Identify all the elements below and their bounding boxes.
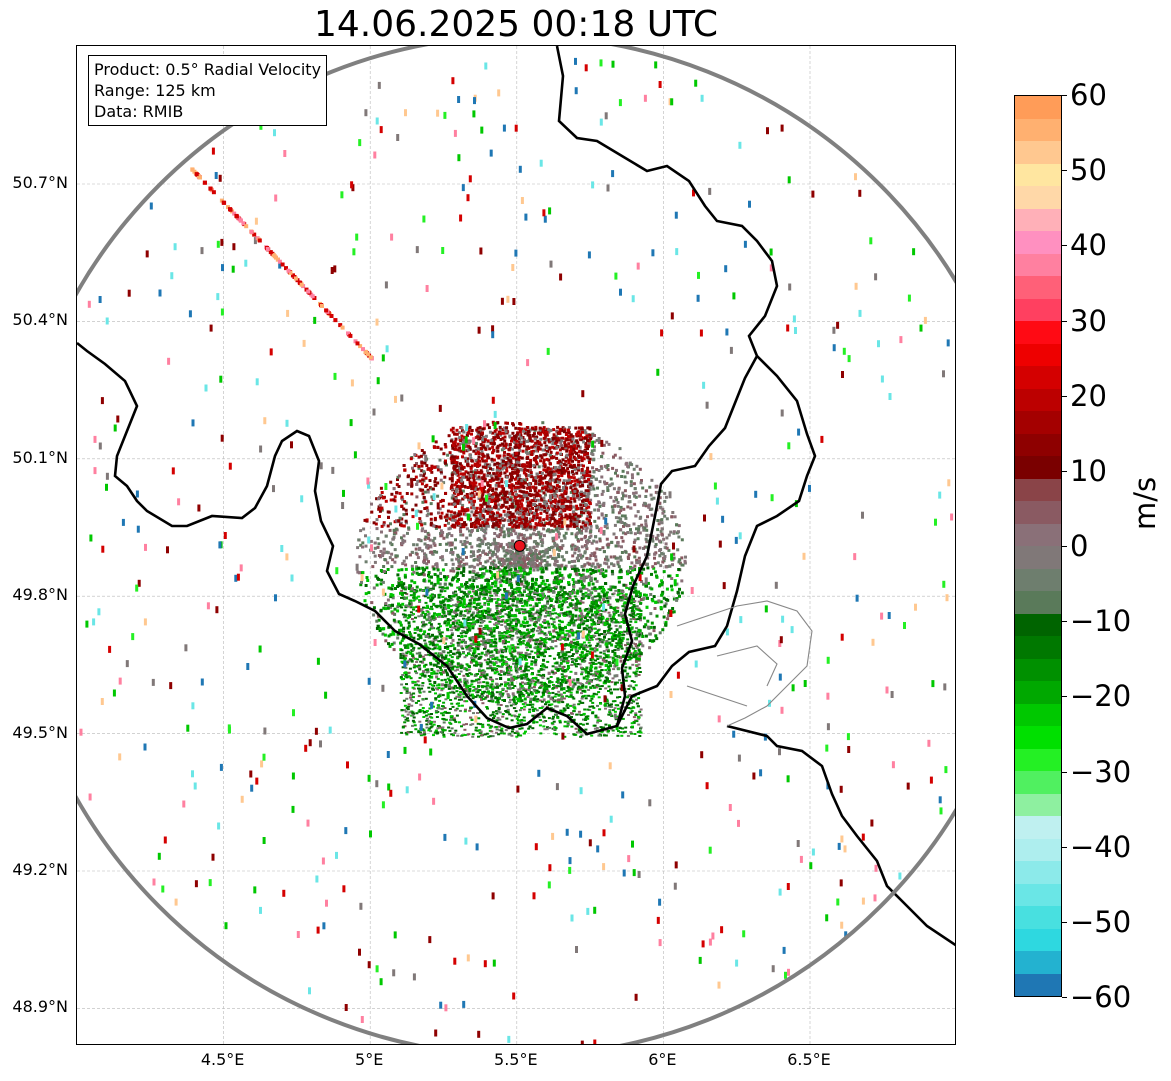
colorbar-segment	[1015, 681, 1061, 704]
colorbar-tick-label: −10	[1070, 604, 1132, 639]
map-title: 14.06.2025 00:18 UTC	[313, 4, 719, 45]
data-source-label: Data: RMIB	[94, 102, 184, 121]
lat-tick-label: 49.2°N	[12, 860, 68, 879]
colorbar-segment	[1015, 321, 1061, 344]
colorbar-segment	[1015, 771, 1061, 794]
colorbar-segment	[1015, 163, 1061, 186]
lon-tick-label: 6°E	[648, 1050, 677, 1069]
colorbar-segment	[1015, 546, 1061, 569]
colorbar-tick-mark	[1062, 170, 1067, 172]
colorbar-tick-label: −30	[1070, 754, 1132, 789]
colorbar-segment	[1015, 208, 1061, 231]
colorbar-segment	[1015, 568, 1061, 591]
colorbar-tick-label: 50	[1070, 153, 1107, 188]
country-borders	[77, 46, 955, 947]
colorbar-segment	[1015, 388, 1061, 411]
lat-tick-label: 50.4°N	[12, 310, 68, 330]
colorbar-segment	[1015, 906, 1061, 929]
colorbar-segment	[1015, 231, 1061, 254]
colorbar-segment	[1015, 523, 1061, 546]
radar-map[interactable]	[76, 45, 956, 1045]
colorbar-tick-mark	[1062, 395, 1067, 397]
lat-tick-label: 49.8°N	[12, 585, 68, 605]
colorbar-segment	[1015, 456, 1061, 479]
colorbar-tick-mark	[1062, 696, 1067, 698]
colorbar-segment	[1015, 928, 1061, 951]
lat-tick-label: 50.1°N	[12, 447, 68, 467]
colorbar-segment	[1015, 613, 1061, 636]
colorbar-tick-label: 20	[1070, 378, 1107, 413]
country-border	[726, 724, 955, 947]
colorbar-tick-mark	[1062, 95, 1067, 96]
colorbar-tick-mark	[1062, 846, 1067, 848]
lat-tick-label: 49.5°N	[12, 722, 68, 742]
colorbar-segment	[1015, 973, 1061, 996]
colorbar-segment	[1015, 96, 1061, 119]
colorbar-tick-label: −20	[1070, 679, 1132, 714]
colorbar-tick-mark	[1062, 921, 1067, 923]
colorbar-segment	[1015, 343, 1061, 366]
colorbar-segment	[1015, 816, 1061, 839]
velocity-colorbar	[1014, 95, 1062, 997]
lon-tick-label: 4.5°E	[200, 1050, 245, 1069]
colorbar-segment	[1015, 951, 1061, 974]
colorbar-tick-mark	[1062, 621, 1067, 623]
colorbar-tick-label: −40	[1070, 829, 1132, 864]
colorbar-segment	[1015, 636, 1061, 659]
colorbar-segment	[1015, 276, 1061, 299]
colorbar-tick-label: 60	[1070, 78, 1107, 112]
colorbar-segment	[1015, 411, 1061, 434]
country-border	[77, 46, 779, 736]
colorbar-segment	[1015, 433, 1061, 456]
colorbar-tick-mark	[1062, 245, 1067, 247]
product-label: Product: 0.5° Radial Velocity	[94, 60, 322, 79]
colorbar-tick-mark	[1062, 470, 1067, 472]
colorbar-segment	[1015, 186, 1061, 209]
colorbar-segment	[1015, 703, 1061, 726]
colorbar-segment	[1015, 591, 1061, 614]
colorbar-segment	[1015, 838, 1061, 861]
admin-border	[716, 645, 778, 687]
colorbar-tick-mark	[1062, 546, 1067, 547]
colorbar-tick-label: −60	[1070, 980, 1132, 1014]
colorbar-segment	[1015, 118, 1061, 141]
lat-tick-label: 50.7°N	[12, 173, 68, 192]
colorbar-segment	[1015, 726, 1061, 749]
colorbar-segment	[1015, 883, 1061, 906]
colorbar-unit-label: m/s	[1128, 476, 1162, 530]
radar-site-marker[interactable]	[513, 539, 526, 552]
colorbar-segment	[1015, 298, 1061, 321]
country-border	[615, 355, 817, 727]
lon-tick-label: 6.5°E	[787, 1050, 831, 1069]
lat-tick-label: 48.9°N	[12, 997, 68, 1017]
lon-tick-label: 5°E	[355, 1050, 384, 1069]
colorbar-tick-label: 0	[1070, 529, 1089, 563]
colorbar-tick-label: −50	[1070, 904, 1132, 939]
colorbar-tick-label: 40	[1070, 228, 1107, 263]
colorbar-tick-label: 30	[1070, 303, 1107, 338]
lon-tick-label: 5.5°E	[494, 1050, 538, 1069]
colorbar-segment	[1015, 366, 1061, 389]
product-info-box: Product: 0.5° Radial Velocity Range: 125…	[88, 55, 328, 126]
colorbar-segment	[1015, 861, 1061, 884]
colorbar-segment	[1015, 793, 1061, 816]
colorbar-segment	[1015, 253, 1061, 276]
colorbar-segment	[1015, 478, 1061, 501]
admin-border	[676, 600, 813, 727]
colorbar-tick-mark	[1062, 771, 1067, 773]
colorbar-tick-mark	[1062, 997, 1067, 998]
colorbar-segment	[1015, 748, 1061, 771]
range-label: Range: 125 km	[94, 81, 216, 100]
colorbar-tick-label: 10	[1070, 453, 1107, 488]
colorbar-segment	[1015, 658, 1061, 681]
colorbar-segment	[1015, 501, 1061, 524]
velocity-echoes	[79, 57, 954, 1044]
radar-map-canvas	[77, 46, 955, 1044]
colorbar-segment	[1015, 141, 1061, 164]
colorbar-tick-mark	[1062, 320, 1067, 322]
admin-border	[686, 685, 748, 707]
